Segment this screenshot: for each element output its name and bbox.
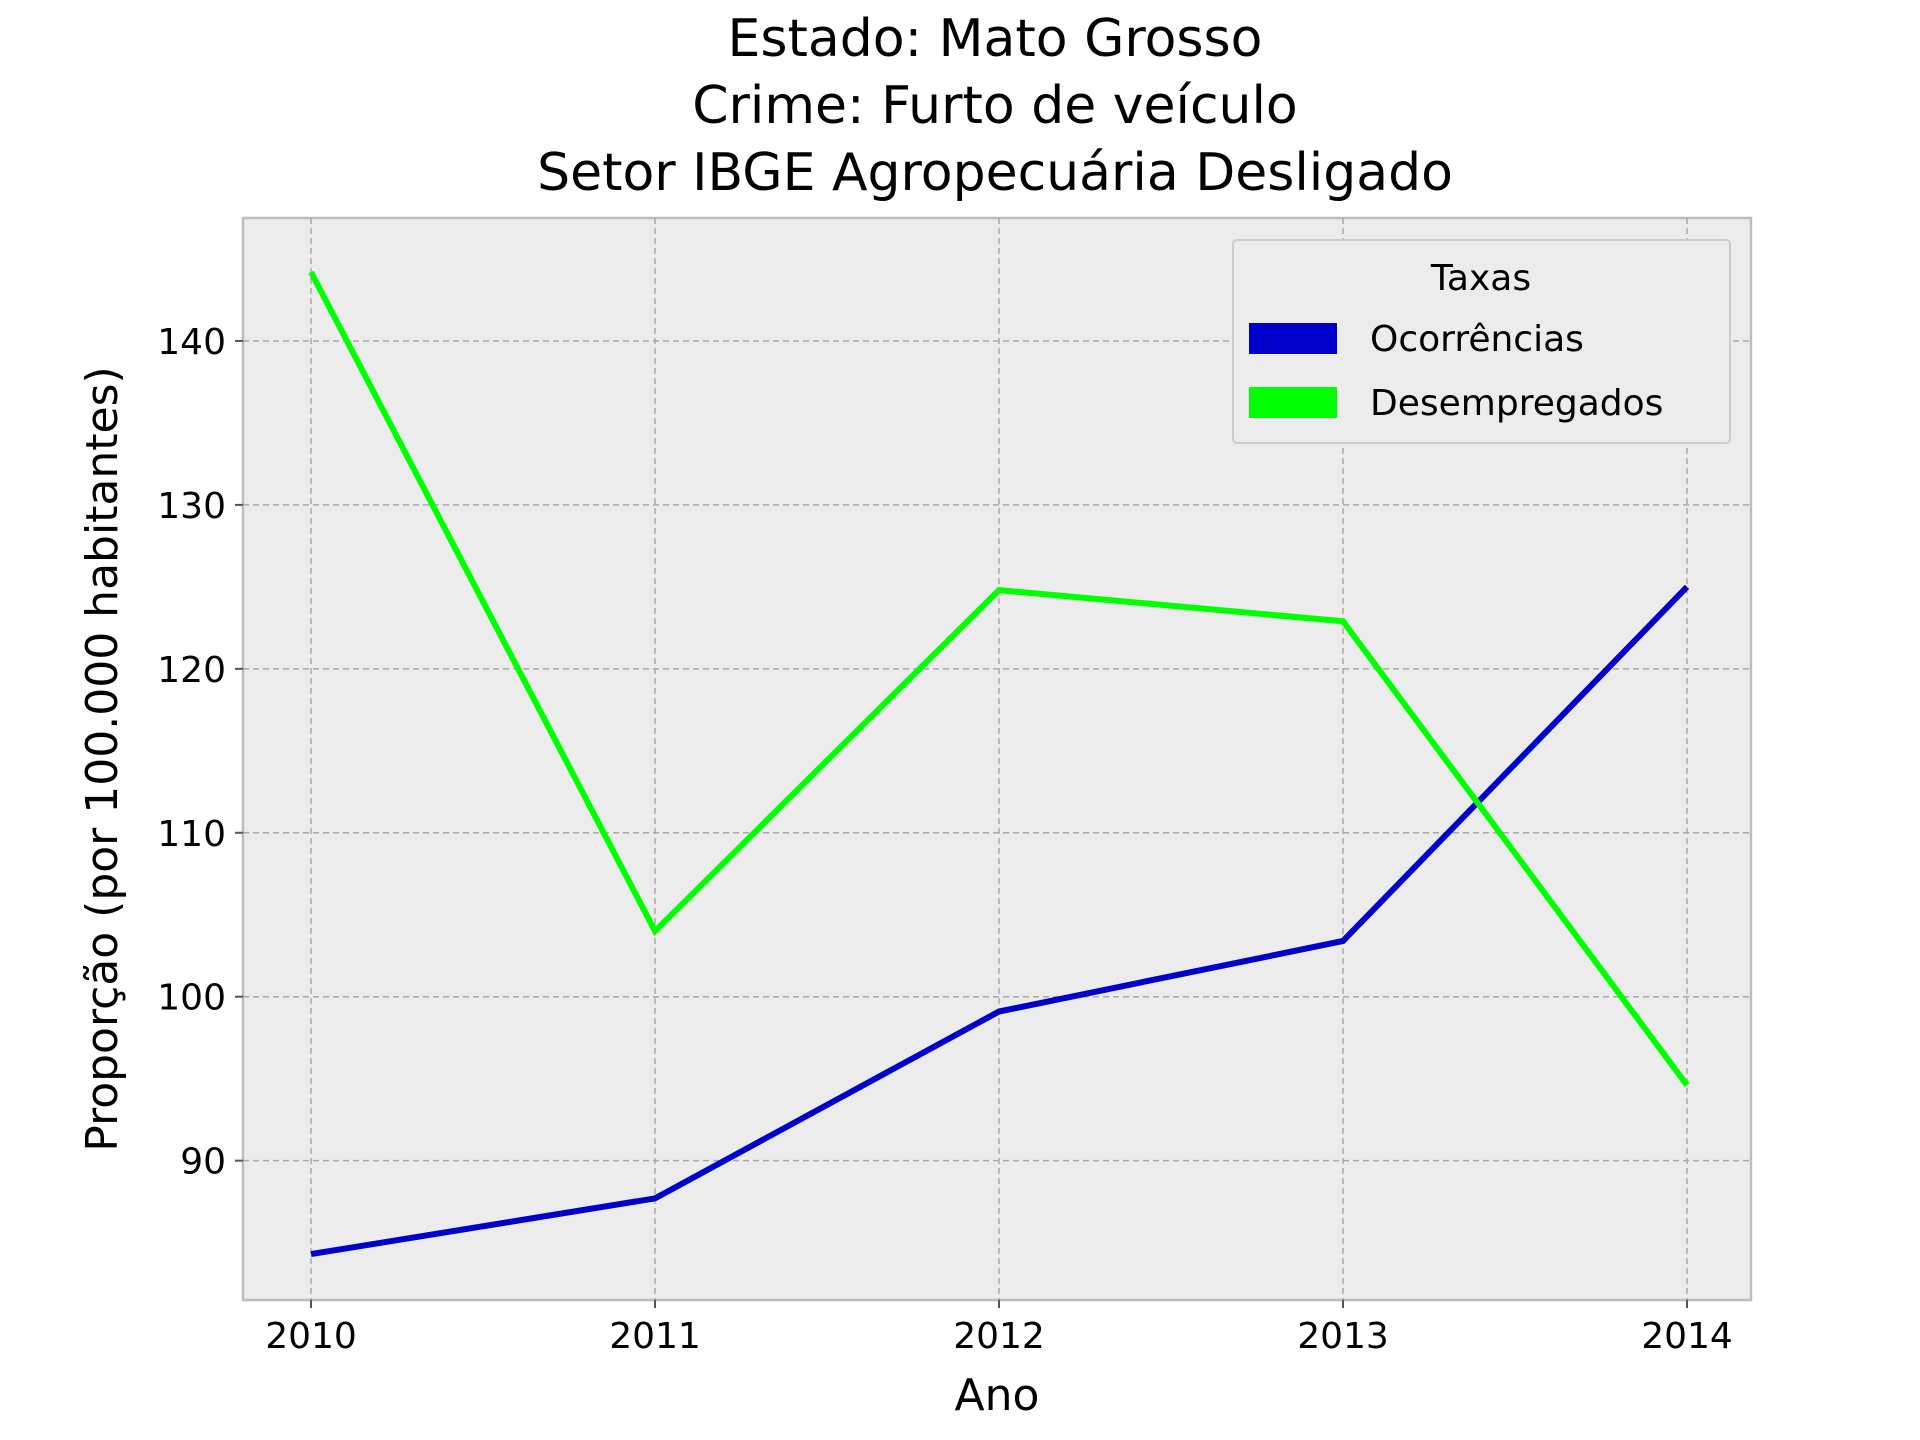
y-tick-label: 130	[157, 486, 226, 527]
y-tick-labels: 90 100 110 120 130 140	[157, 322, 226, 1183]
series-line-ocorrencias	[310, 584, 1690, 1258]
x-tick-label: 2011	[609, 1316, 701, 1357]
x-tick-labels: 2010 2011 2012 2013 2014	[265, 1316, 1733, 1357]
legend: Taxas Ocorrências Desempregados	[1232, 239, 1731, 444]
y-tick-label: 120	[157, 650, 226, 691]
y-tick-label: 110	[157, 814, 226, 855]
legend-label-ocorrencias: Ocorrências	[1370, 319, 1584, 360]
legend-label-desempregados: Desempregados	[1370, 383, 1663, 424]
y-tick-label: 140	[157, 322, 226, 363]
legend-title: Taxas	[1430, 258, 1531, 299]
legend-box	[1232, 239, 1731, 444]
legend-swatch-ocorrencias	[1249, 323, 1337, 354]
series-line-desempregados	[308, 270, 1690, 1087]
x-tick-label: 2013	[1297, 1316, 1389, 1357]
y-axis-label: Proporção (por 100.000 habitantes)	[77, 366, 128, 1151]
y-tick-label: 90	[180, 1142, 226, 1183]
x-tick-label: 2012	[953, 1316, 1045, 1357]
legend-swatch-desempregados	[1249, 387, 1337, 418]
y-tick-label: 100	[157, 978, 226, 1019]
title-line-3: Setor IBGE Agropecuária Desligado	[537, 143, 1453, 203]
title-line-2: Crime: Furto de veículo	[692, 76, 1298, 136]
x-tick-label: 2010	[265, 1316, 357, 1357]
chart-title: Estado: Mato Grosso Crime: Furto de veíc…	[537, 9, 1453, 203]
series-group	[308, 270, 1690, 1258]
x-axis-label: Ano	[955, 1370, 1040, 1421]
title-line-1: Estado: Mato Grosso	[728, 9, 1263, 69]
x-tick-label: 2014	[1641, 1316, 1733, 1357]
